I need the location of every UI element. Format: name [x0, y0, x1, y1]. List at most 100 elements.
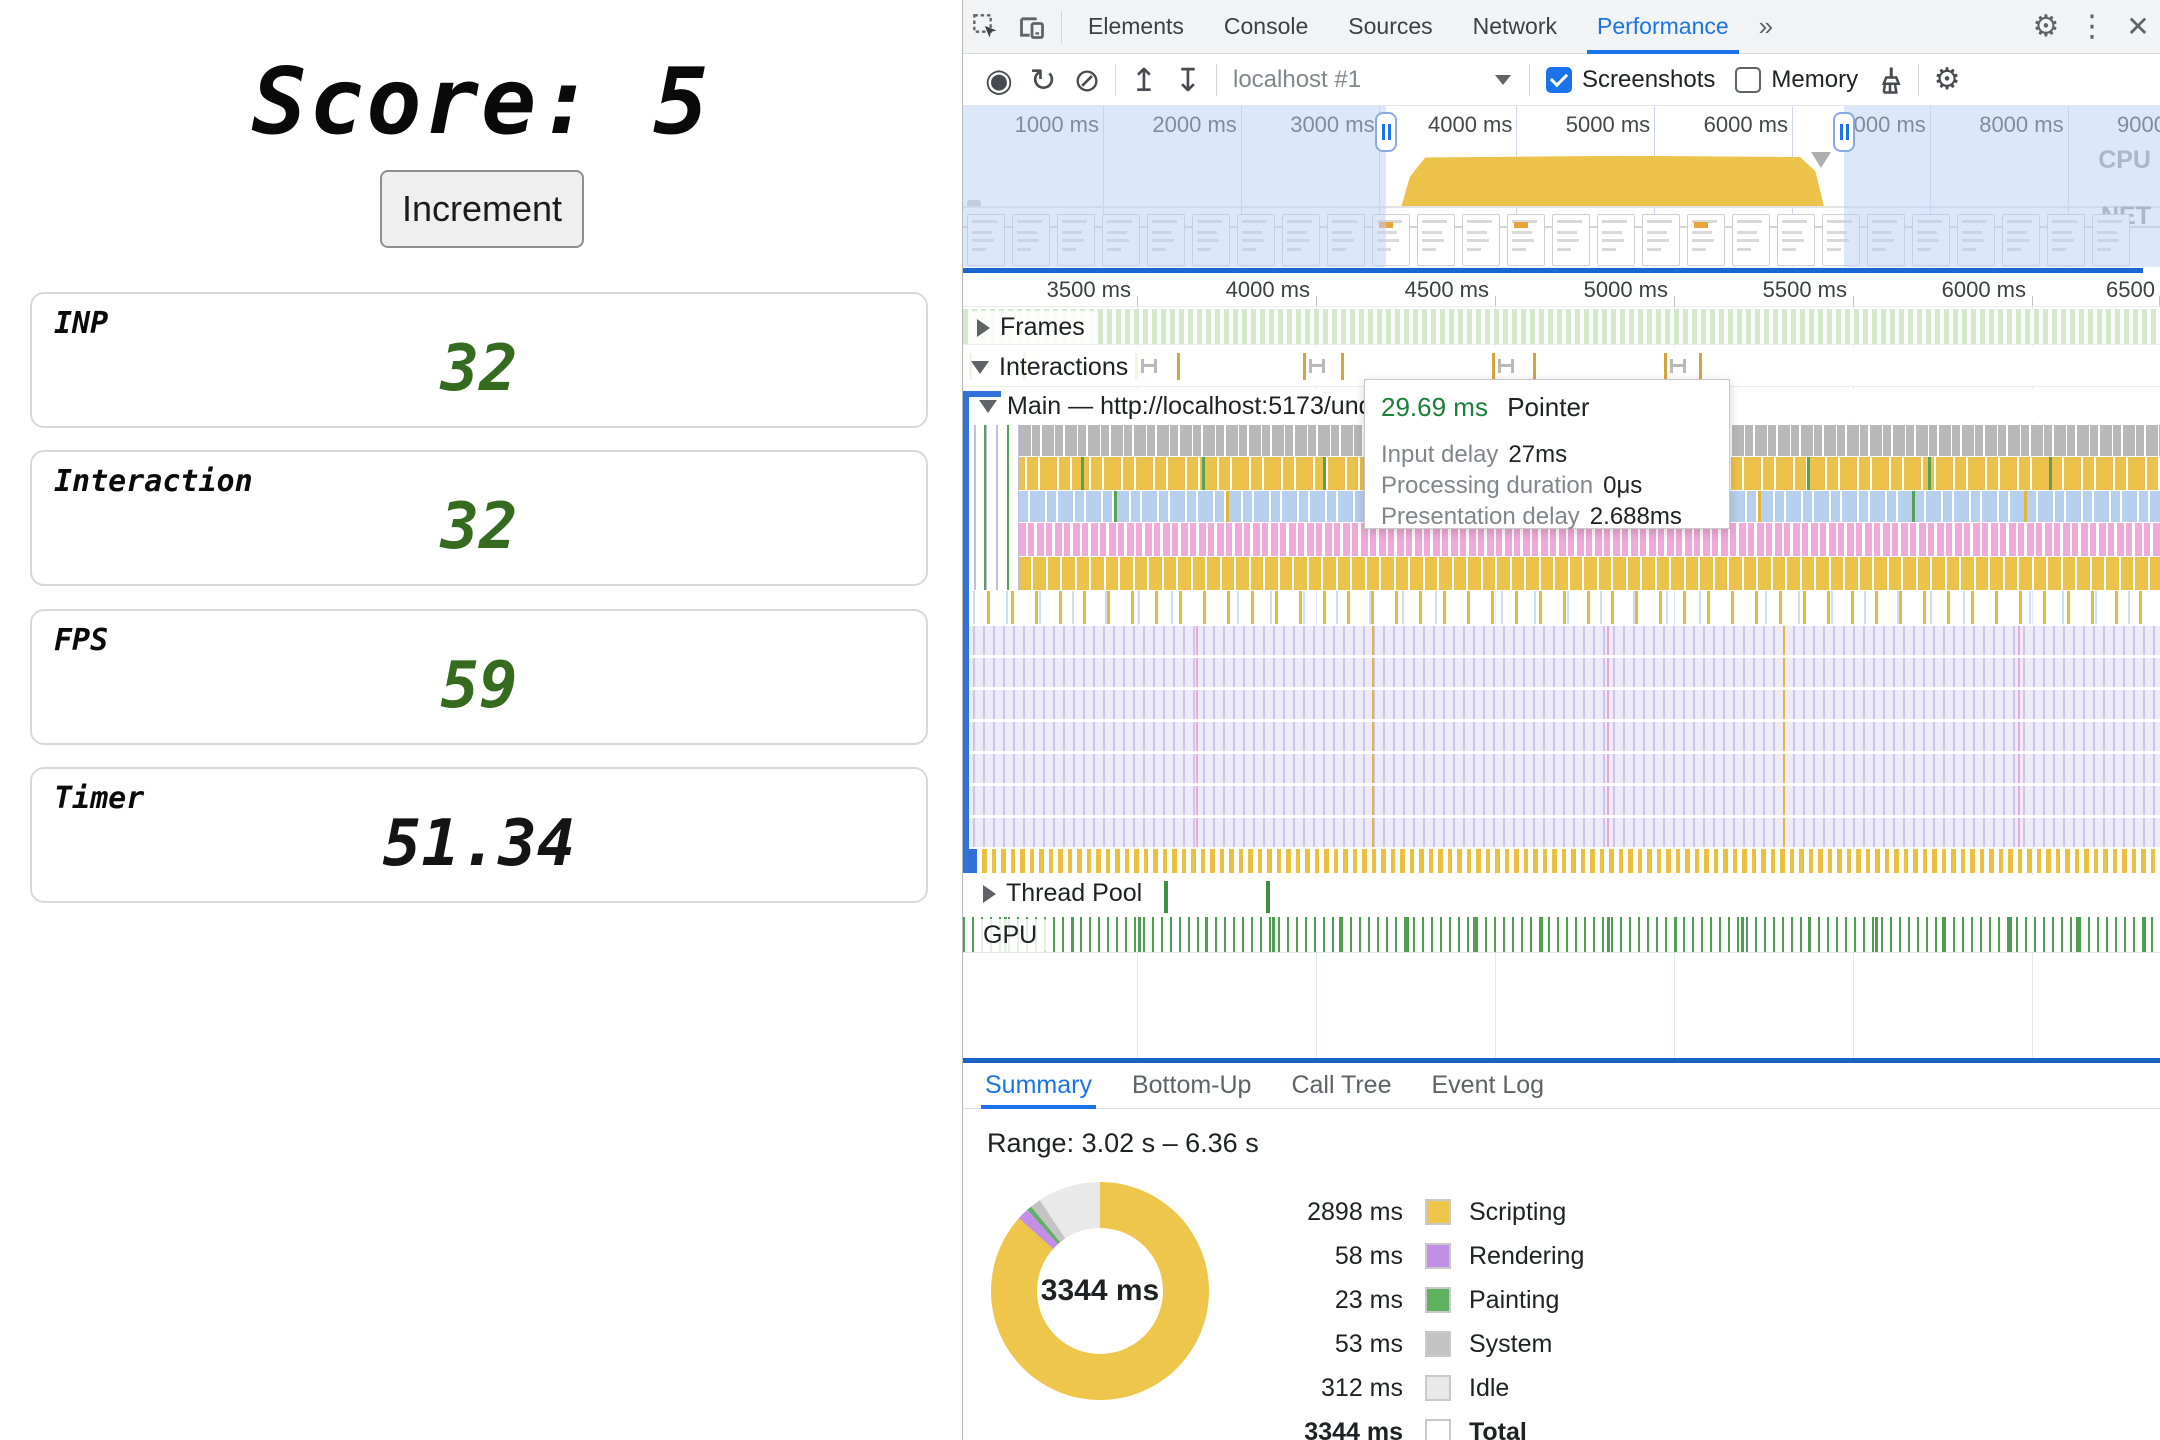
filmstrip-thumbnail[interactable] — [1462, 214, 1500, 266]
pane-resize-divider[interactable] — [963, 1058, 2160, 1063]
devtools-panel: Elements Console Sources Network Perform… — [962, 0, 2160, 1440]
overview-ruler-label: 5000 ms — [1565, 112, 1651, 137]
tab-network[interactable]: Network — [1472, 13, 1557, 39]
interaction-marker[interactable] — [1699, 353, 1702, 380]
history-dropdown[interactable]: localhost #1 — [1223, 66, 1523, 94]
interaction-whisker-icon — [1141, 359, 1157, 373]
thread-pool-track[interactable]: Thread Pool — [963, 875, 2160, 915]
tooltip-row: Processing duration 0μs — [1381, 472, 1643, 499]
tab-bottom-up[interactable]: Bottom-Up — [1131, 1071, 1252, 1099]
timeline-ruler-tick — [1674, 296, 1675, 306]
legend-row-idle: 312 ms Idle — [1321, 1373, 1510, 1402]
interaction-whisker-icon — [1498, 359, 1514, 373]
load-profile-icon[interactable]: ↥ — [1130, 61, 1158, 99]
tab-sources[interactable]: Sources — [1348, 13, 1433, 39]
idle-swatch — [1425, 1375, 1451, 1401]
filmstrip-thumbnail[interactable] — [1417, 214, 1455, 266]
disclosure-expanded-icon — [979, 400, 997, 413]
rendering-swatch — [1425, 1243, 1451, 1269]
filmstrip-thumbnail[interactable] — [1732, 214, 1770, 266]
disclosure-collapsed-icon — [977, 318, 990, 337]
inspect-element-icon[interactable] — [963, 5, 1009, 49]
metric-label: FPS — [54, 623, 109, 658]
performance-toolbar: ◉ ↻ ⊘ ↥ ↧ localhost #1 Screenshots Memor… — [963, 55, 2160, 106]
main-thread-track-header[interactable]: Main — http://localhost:5173/unders — [973, 390, 1418, 423]
divider — [1918, 64, 1920, 96]
interaction-marker[interactable] — [1533, 353, 1536, 380]
kebab-menu-icon[interactable]: ⋮ — [2077, 8, 2107, 44]
window-resize-handle-left[interactable] — [1375, 112, 1397, 152]
flame-left-sparse-region — [963, 425, 1019, 590]
filmstrip-thumbnail[interactable] — [1507, 214, 1545, 266]
flame-row-bottom-scripting[interactable] — [963, 849, 2160, 873]
reload-and-record-icon[interactable]: ↻ — [1029, 61, 1057, 99]
screenshots-checkbox[interactable]: Screenshots — [1546, 66, 1715, 94]
cpu-activity-chart — [1401, 155, 1825, 207]
thread-pool-activity-mark[interactable] — [1266, 881, 1270, 913]
metric-card-fps: FPS 59 — [30, 609, 928, 745]
device-toolbar-icon[interactable] — [1009, 5, 1055, 49]
gpu-track[interactable]: GPU — [963, 917, 2160, 953]
summary-donut-chart: 3344 ms — [991, 1182, 1209, 1400]
painting-swatch — [1425, 1287, 1451, 1313]
timeline-ruler-tick — [1853, 296, 1854, 306]
metric-value: 32 — [440, 490, 518, 564]
increment-button[interactable]: Increment — [380, 170, 584, 248]
timeline-ruler-label: 3500 ms — [1046, 277, 1131, 302]
thread-pool-track-header[interactable]: Thread Pool — [977, 877, 1153, 910]
filmstrip-thumbnail[interactable] — [1597, 214, 1635, 266]
gpu-track-header[interactable]: GPU — [977, 919, 1048, 952]
flame-chart-area[interactable]: 3500 ms 4000 ms 4500 ms 5000 ms 5500 ms 6000 … — [963, 273, 2160, 1058]
frames-track-header[interactable]: Frames — [971, 311, 1095, 344]
collect-garbage-icon[interactable] — [1868, 60, 1912, 100]
interaction-marker[interactable] — [1492, 353, 1495, 380]
cpu-marker-triangle-icon — [1811, 152, 1831, 168]
tab-elements[interactable]: Elements — [1088, 13, 1184, 39]
capture-settings-gear-icon[interactable]: ⚙ — [1933, 62, 1961, 97]
donut-hole: 3344 ms — [1037, 1228, 1163, 1354]
filmstrip-thumbnail[interactable] — [1552, 214, 1590, 266]
save-profile-icon[interactable]: ↧ — [1174, 61, 1202, 99]
filmstrip-thumbnail[interactable] — [1687, 214, 1725, 266]
metric-label: INP — [54, 306, 109, 341]
flame-rows-deep-stack[interactable] — [963, 625, 2160, 847]
interaction-marker[interactable] — [1303, 353, 1306, 380]
close-devtools-icon[interactable]: ✕ — [2126, 9, 2150, 43]
flame-row-sparse-ticks[interactable] — [963, 591, 2160, 624]
tab-event-log[interactable]: Event Log — [1431, 1071, 1545, 1099]
timeline-ruler-label: 4500 ms — [1404, 277, 1489, 302]
interaction-marker[interactable] — [1341, 353, 1344, 380]
flame-row-scripting[interactable] — [1019, 557, 2160, 590]
clear-icon[interactable]: ⊘ — [1073, 61, 1101, 99]
interaction-marker[interactable] — [1664, 353, 1667, 380]
timeline-ruler-tick — [1495, 296, 1496, 306]
score-heading: Score: 5 — [251, 48, 711, 155]
filmstrip-thumbnail[interactable] — [1642, 214, 1680, 266]
metric-card-inp: INP 32 — [30, 292, 928, 428]
frames-track[interactable]: Frames — [963, 309, 2160, 345]
window-resize-handle-right[interactable] — [1833, 112, 1855, 152]
tab-call-tree[interactable]: Call Tree — [1291, 1071, 1392, 1099]
tab-console[interactable]: Console — [1223, 13, 1309, 39]
tab-summary[interactable]: Summary — [981, 1063, 1096, 1109]
filmstrip-thumbnail[interactable] — [1777, 214, 1815, 266]
total-swatch — [1425, 1419, 1451, 1440]
system-swatch — [1425, 1331, 1451, 1357]
record-icon[interactable]: ◉ — [985, 61, 1013, 99]
disclosure-collapsed-icon — [983, 884, 996, 903]
interaction-marker[interactable] — [1177, 353, 1180, 380]
metric-value: 32 — [440, 332, 518, 406]
metric-card-interaction: Interaction 32 — [30, 450, 928, 586]
settings-gear-icon[interactable]: ⚙ — [2032, 8, 2060, 44]
memory-checkbox[interactable]: Memory — [1735, 66, 1858, 94]
more-tabs-icon[interactable]: » — [1758, 11, 1774, 41]
interactions-track-header[interactable]: Interactions — [965, 351, 1139, 384]
tab-performance[interactable]: Performance — [1577, 0, 1749, 54]
tooltip-title: Pointer — [1507, 392, 1590, 422]
summary-legend: 2898 ms Scripting 58 ms Rendering 23 ms Pai… — [1193, 1190, 1584, 1440]
donut-total-label: 3344 ms — [1040, 1274, 1160, 1307]
tooltip-row: Input delay 27ms — [1381, 441, 1568, 468]
demo-app: Score: 5 Increment INP 32 Interaction 32… — [0, 0, 962, 1440]
thread-pool-activity-mark[interactable] — [1164, 881, 1168, 913]
